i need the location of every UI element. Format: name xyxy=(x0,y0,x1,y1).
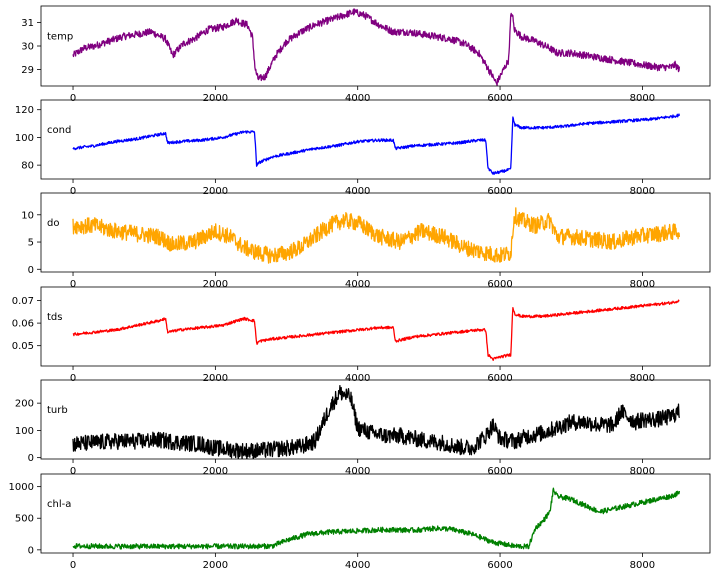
x-tick-label: 2000 xyxy=(203,186,228,197)
x-tick-label: 0 xyxy=(70,93,76,104)
y-tick-label: 0 xyxy=(28,545,34,556)
series-line-cond xyxy=(72,113,681,175)
x-tick-label: 2000 xyxy=(203,560,228,571)
x-tick-label: 6000 xyxy=(487,560,512,571)
y-tick-label: 0.05 xyxy=(12,341,34,352)
x-tick-label: 4000 xyxy=(345,93,370,104)
plot-frame xyxy=(40,99,711,180)
y-tick-label: 0 xyxy=(28,265,34,276)
x-tick-label: 0 xyxy=(70,279,76,290)
x-tick-label: 8000 xyxy=(630,279,655,290)
panel-chl-a: 0 500 1000 0 2000 4000 6000 8000 chl-a xyxy=(9,473,711,571)
x-tick-label: 0 xyxy=(70,373,76,384)
panel-temp: 29 30 31 0 2000 4000 6000 8000 temp xyxy=(21,5,711,104)
y-tick-label: 0 xyxy=(28,453,34,464)
x-tick-label: 4000 xyxy=(345,560,370,571)
series-line-tds xyxy=(72,299,680,361)
y-tick-label: 100 xyxy=(15,133,34,144)
x-tick-label: 4000 xyxy=(345,186,370,197)
panel-label: do xyxy=(47,218,59,229)
panel-label: turb xyxy=(47,405,68,416)
panel-do: 0 5 10 0 2000 4000 6000 8000 do xyxy=(21,192,711,290)
x-tick-label: 0 xyxy=(70,466,76,477)
x-tick-label: 2000 xyxy=(203,93,228,104)
x-tick-label: 8000 xyxy=(630,466,655,477)
y-tick-label: 0.07 xyxy=(12,296,34,307)
plot-frame xyxy=(40,379,711,460)
y-tick-label: 5 xyxy=(28,238,34,249)
y-tick-label: 80 xyxy=(21,161,34,172)
x-tick-label: 0 xyxy=(70,560,76,571)
y-tick-label: 100 xyxy=(15,426,34,437)
panel-label: temp xyxy=(47,32,73,43)
y-tick-label: 0.06 xyxy=(12,319,34,330)
x-tick-label: 4000 xyxy=(345,279,370,290)
plot-frame xyxy=(40,473,711,554)
y-tick-label: 29 xyxy=(21,65,34,76)
x-tick-label: 0 xyxy=(70,186,76,197)
x-tick-label: 2000 xyxy=(203,279,228,290)
x-tick-label: 6000 xyxy=(487,186,512,197)
y-tick-label: 31 xyxy=(21,18,34,29)
x-tick-label: 6000 xyxy=(487,93,512,104)
panel-label: tds xyxy=(47,312,62,323)
series-line-do xyxy=(72,207,681,264)
panel-label: chl-a xyxy=(47,499,71,510)
y-tick-label: 500 xyxy=(15,514,34,525)
plot-frame xyxy=(40,5,711,87)
plot-frame xyxy=(40,192,711,273)
plot-frame xyxy=(40,286,711,367)
x-tick-label: 8000 xyxy=(630,93,655,104)
x-tick-label: 2000 xyxy=(203,466,228,477)
x-tick-label: 6000 xyxy=(487,279,512,290)
x-tick-label: 4000 xyxy=(345,466,370,477)
y-tick-label: 10 xyxy=(21,210,34,221)
panel-tds: 0.05 0.06 0.07 0 2000 4000 6000 8000 tds xyxy=(12,286,711,384)
x-tick-label: 6000 xyxy=(487,466,512,477)
y-tick-label: 120 xyxy=(15,105,34,116)
y-tick-label: 30 xyxy=(21,42,34,53)
x-tick-label: 8000 xyxy=(630,560,655,571)
series-line-chl-a xyxy=(72,487,681,550)
series-line-turb xyxy=(72,384,681,459)
x-tick-label: 6000 xyxy=(487,373,512,384)
panel-label: cond xyxy=(47,125,71,136)
panel-cond: 80 100 120 0 2000 4000 6000 8000 cond xyxy=(15,99,711,197)
y-tick-label: 1000 xyxy=(9,482,34,493)
x-tick-label: 2000 xyxy=(203,373,228,384)
y-tick-label: 200 xyxy=(15,399,34,410)
x-tick-label: 8000 xyxy=(630,373,655,384)
x-tick-label: 4000 xyxy=(345,373,370,384)
series-line-temp xyxy=(72,8,681,86)
x-tick-label: 8000 xyxy=(630,186,655,197)
